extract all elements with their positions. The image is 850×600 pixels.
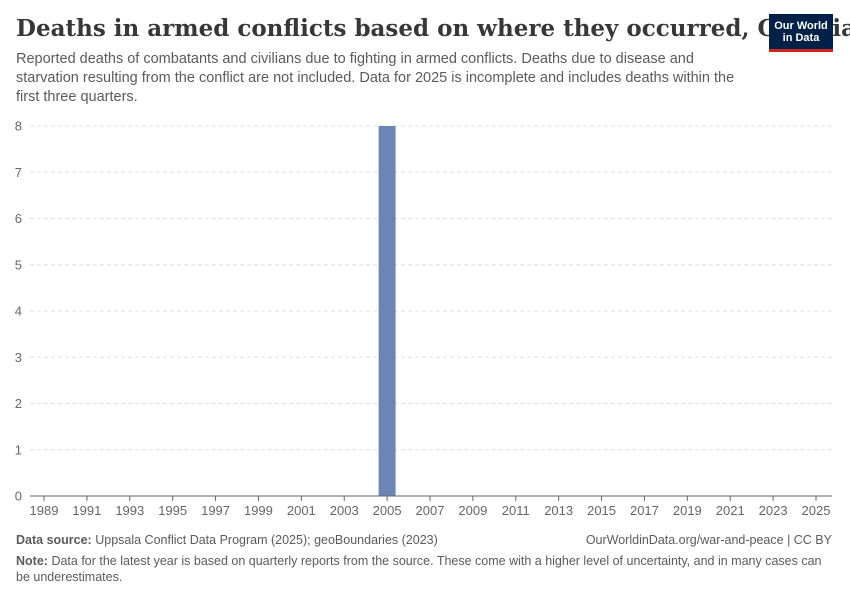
data-source-text[interactable]: Uppsala Conflict Data Program (2025); ge…: [95, 533, 438, 547]
bar-2005: [378, 126, 396, 496]
note-text: Data for the latest year is based on qua…: [16, 554, 822, 584]
y-tick-label: 4: [15, 304, 22, 319]
x-tick-label: 1991: [72, 503, 101, 518]
y-tick-label: 7: [15, 165, 22, 180]
y-tick-label: 5: [15, 257, 22, 272]
y-tick-label: 1: [15, 442, 22, 457]
x-tick-label: 2023: [759, 503, 788, 518]
chart-title: Deaths in armed conflicts based on where…: [16, 15, 850, 42]
owid-logo[interactable]: Our World in Data: [769, 14, 833, 52]
x-tick-label: 1997: [201, 503, 230, 518]
x-tick-label: 2017: [630, 503, 659, 518]
x-tick-label: 2021: [716, 503, 745, 518]
note-label: Note:: [16, 554, 48, 568]
y-tick-label: 6: [15, 211, 22, 226]
x-tick-label: 1999: [244, 503, 273, 518]
x-tick-label: 2025: [802, 503, 831, 518]
x-tick-label: 2009: [458, 503, 487, 518]
logo-line-1: Our World: [774, 19, 828, 32]
x-tick-label: 2001: [287, 503, 316, 518]
y-tick-label: 0: [15, 489, 22, 504]
x-tick-label: 1989: [30, 503, 59, 518]
x-tick-label: 2013: [544, 503, 573, 518]
x-tick-label: 2011: [502, 503, 530, 518]
data-source: Data source: Uppsala Conflict Data Progr…: [16, 533, 536, 547]
y-tick-label: 3: [15, 350, 22, 365]
x-tick-label: 2003: [330, 503, 359, 518]
x-tick-label: 2015: [587, 503, 616, 518]
y-tick-label: 8: [15, 119, 22, 134]
chart-subtitle: Reported deaths of combatants and civili…: [16, 51, 735, 105]
logo-line-2: in Data: [782, 31, 820, 44]
bar-chart: 0 1 2 3 4 5 6 7 8 1989 1991 1993 1995 1997 1999 2001 200…: [15, 119, 832, 518]
x-tick-label: 1995: [158, 503, 187, 518]
x-tick-label: 2019: [673, 503, 702, 518]
x-tick-label: 2007: [416, 503, 445, 518]
x-tick-label: 1993: [115, 503, 144, 518]
source-url[interactable]: OurWorldinData.org/war-and-peace | CC BY: [585, 533, 832, 547]
chart-note: Note: Data for the latest year is based …: [16, 553, 831, 585]
y-tick-label: 2: [15, 396, 22, 411]
data-source-label: Data source:: [16, 533, 92, 547]
x-tick-label: 2005: [373, 503, 402, 518]
